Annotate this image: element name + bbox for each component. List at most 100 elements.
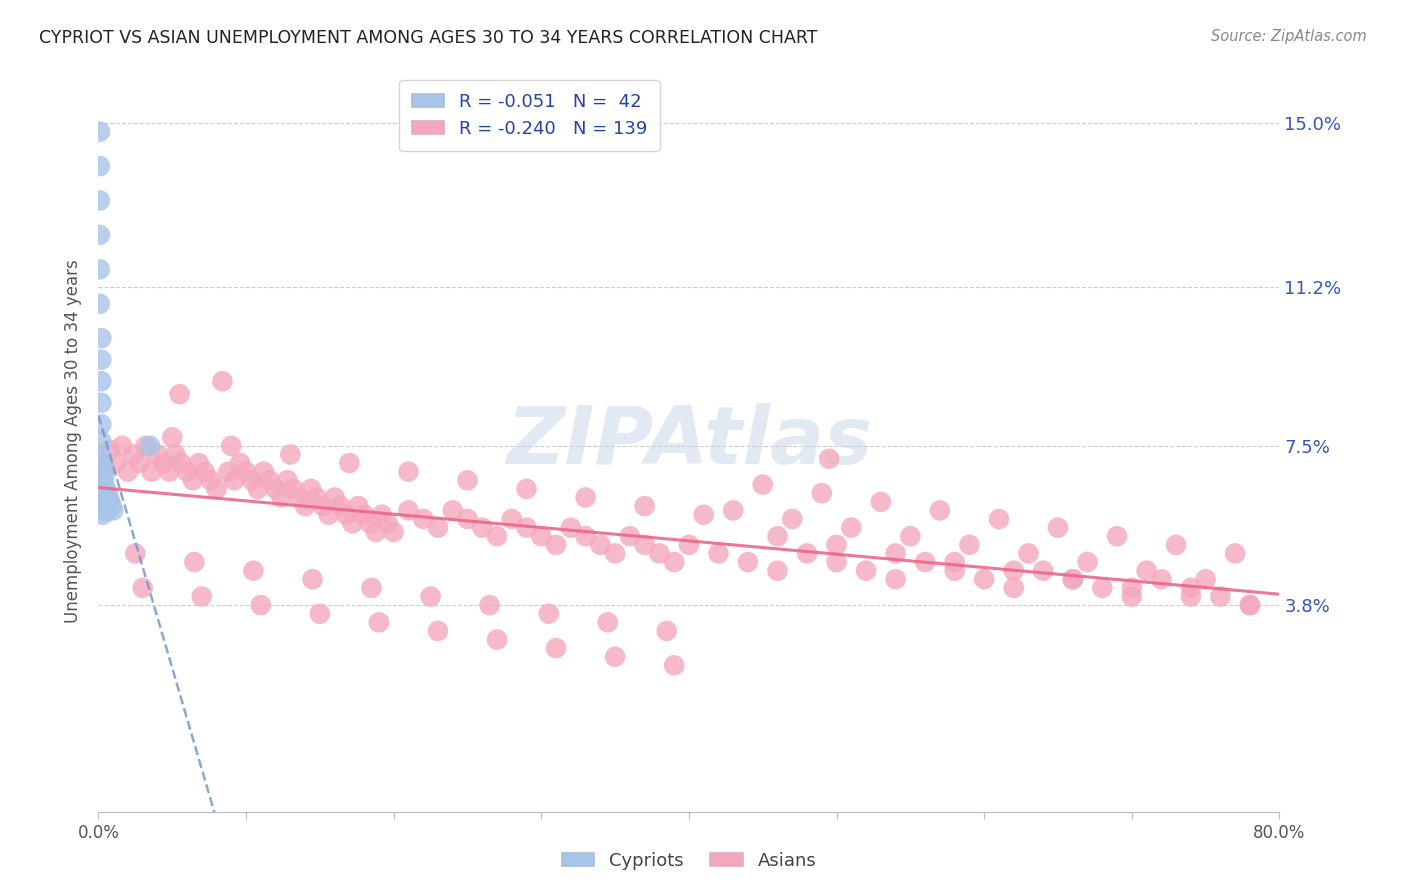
Point — [605, 546, 627, 560]
Point — [359, 516, 381, 531]
Point — [766, 529, 789, 543]
Point — [1166, 538, 1188, 552]
Point — [91, 465, 114, 479]
Y-axis label: Unemployment Among Ages 30 to 34 years: Unemployment Among Ages 30 to 34 years — [63, 260, 82, 624]
Point — [91, 491, 114, 505]
Point — [242, 564, 264, 578]
Point — [89, 194, 111, 208]
Point — [217, 465, 239, 479]
Point — [94, 499, 117, 513]
Point — [294, 499, 316, 513]
Point — [122, 447, 145, 461]
Point — [1107, 529, 1129, 543]
Point — [299, 482, 322, 496]
Point — [478, 598, 501, 612]
Point — [1077, 555, 1099, 569]
Point — [943, 555, 966, 569]
Point — [371, 508, 394, 522]
Point — [634, 499, 657, 513]
Point — [89, 227, 111, 242]
Point — [165, 447, 187, 461]
Point — [301, 572, 323, 586]
Point — [94, 491, 117, 505]
Point — [229, 456, 252, 470]
Point — [959, 538, 981, 552]
Point — [94, 482, 117, 496]
Point — [766, 564, 789, 578]
Point — [90, 396, 112, 410]
Point — [170, 456, 193, 470]
Point — [339, 456, 361, 470]
Point — [250, 598, 273, 612]
Point — [91, 473, 114, 487]
Text: ZIPAtlas: ZIPAtlas — [506, 402, 872, 481]
Point — [1091, 581, 1114, 595]
Point — [723, 503, 745, 517]
Point — [89, 262, 111, 277]
Point — [1018, 546, 1040, 560]
Point — [103, 503, 125, 517]
Point — [501, 512, 523, 526]
Point — [309, 607, 332, 621]
Point — [841, 521, 863, 535]
Point — [90, 331, 112, 345]
Point — [280, 447, 302, 461]
Point — [855, 564, 877, 578]
Point — [288, 491, 311, 505]
Point — [782, 512, 804, 526]
Point — [194, 465, 217, 479]
Point — [93, 477, 115, 491]
Point — [427, 624, 450, 638]
Point — [93, 486, 115, 500]
Point — [546, 538, 568, 552]
Point — [90, 473, 112, 487]
Point — [825, 555, 848, 569]
Point — [342, 516, 364, 531]
Point — [205, 482, 228, 496]
Point — [619, 529, 641, 543]
Point — [253, 465, 276, 479]
Point — [124, 546, 146, 560]
Point — [211, 374, 233, 388]
Point — [312, 499, 335, 513]
Point — [91, 456, 114, 470]
Point — [89, 125, 111, 139]
Text: CYPRIOT VS ASIAN UNEMPLOYMENT AMONG AGES 30 TO 34 YEARS CORRELATION CHART: CYPRIOT VS ASIAN UNEMPLOYMENT AMONG AGES… — [39, 29, 818, 46]
Point — [91, 499, 114, 513]
Point — [128, 456, 150, 470]
Point — [90, 417, 112, 432]
Point — [305, 491, 328, 505]
Point — [457, 512, 479, 526]
Point — [884, 572, 907, 586]
Point — [93, 495, 115, 509]
Point — [93, 503, 115, 517]
Point — [1002, 564, 1025, 578]
Point — [100, 499, 122, 513]
Point — [575, 529, 598, 543]
Point — [560, 521, 582, 535]
Point — [1136, 564, 1159, 578]
Point — [810, 486, 832, 500]
Point — [707, 546, 730, 560]
Point — [276, 473, 298, 487]
Point — [1209, 590, 1232, 604]
Point — [141, 465, 163, 479]
Point — [368, 615, 391, 630]
Point — [530, 529, 553, 543]
Point — [1121, 581, 1143, 595]
Point — [105, 456, 128, 470]
Point — [90, 465, 112, 479]
Point — [90, 482, 112, 496]
Point — [575, 491, 598, 505]
Point — [1002, 581, 1025, 595]
Point — [162, 430, 183, 444]
Point — [97, 499, 120, 513]
Point — [139, 439, 162, 453]
Point — [634, 538, 657, 552]
Point — [1032, 564, 1054, 578]
Point — [347, 499, 370, 513]
Point — [89, 159, 111, 173]
Point — [91, 482, 114, 496]
Point — [329, 499, 352, 513]
Text: Source: ZipAtlas.com: Source: ZipAtlas.com — [1211, 29, 1367, 44]
